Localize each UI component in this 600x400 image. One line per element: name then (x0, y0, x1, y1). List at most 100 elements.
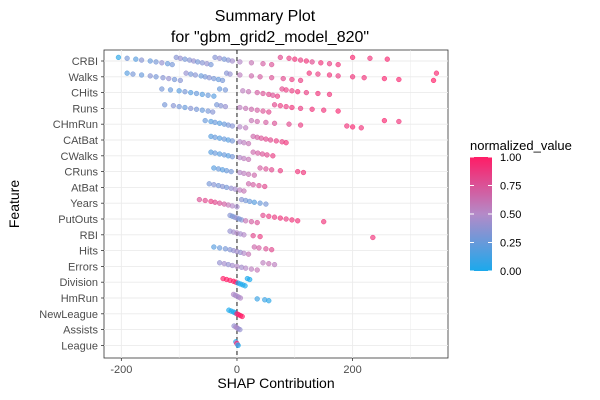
shap-point (196, 196, 203, 203)
shap-point (199, 60, 205, 66)
shap-point (160, 75, 166, 81)
shap-point (286, 55, 292, 61)
shap-point (138, 57, 145, 63)
shap-point (138, 72, 145, 78)
shap-point (269, 61, 275, 68)
shap-point (234, 263, 240, 270)
shap-point (321, 107, 327, 113)
shap-point (177, 55, 183, 61)
shap-point (241, 170, 247, 177)
shap-point (216, 86, 223, 92)
feature-label: Division (59, 277, 98, 289)
shap-point (188, 89, 194, 96)
shap-point (260, 61, 266, 67)
shap-point (234, 204, 240, 210)
shap-point (216, 260, 223, 266)
shap-point (237, 72, 243, 78)
shap-point (250, 149, 256, 155)
shap-point (277, 103, 283, 109)
shap-point (270, 92, 276, 98)
shap-point (266, 298, 272, 304)
shap-point (335, 61, 341, 68)
shap-point (295, 89, 301, 95)
legend-tick-label: 0.50 (500, 209, 521, 221)
shap-point (176, 103, 182, 110)
shap-point (271, 120, 278, 126)
shap-point (257, 200, 263, 206)
shap-point (206, 75, 212, 81)
shap-point (162, 102, 168, 108)
shap-point (237, 326, 243, 333)
shap-point (367, 55, 373, 61)
shap-point (283, 216, 289, 222)
shap-point (254, 107, 260, 113)
shap-point (115, 54, 122, 61)
shap-point (130, 71, 136, 77)
shap-point (433, 70, 440, 76)
shap-point (260, 260, 266, 266)
chart-title-line1: Summary Plot (215, 8, 316, 25)
shap-point (212, 150, 218, 156)
shap-point (193, 106, 200, 112)
feature-label: HmRun (61, 293, 98, 305)
shap-point (381, 117, 388, 124)
shap-point (216, 135, 223, 141)
shap-point (254, 267, 260, 273)
shap-point (218, 103, 224, 109)
shap-point (171, 76, 178, 83)
shap-point (326, 61, 333, 67)
shap-point (166, 75, 172, 82)
shap-point (260, 212, 266, 219)
feature-label: Walks (68, 72, 98, 84)
shap-point (248, 106, 255, 112)
shap-point (267, 137, 274, 143)
shap-point (361, 75, 367, 81)
shap-point (237, 59, 243, 65)
shap-point (124, 55, 130, 61)
shap-point (248, 266, 255, 272)
shap-point (205, 108, 211, 114)
shap-point (289, 76, 295, 83)
shap-point (176, 88, 182, 94)
legend-tick-label: 0.25 (500, 238, 521, 250)
shap-point (212, 199, 218, 205)
shap-point (241, 140, 247, 146)
shap-point (147, 73, 153, 79)
shap-point (222, 246, 229, 252)
shap-point (250, 182, 256, 188)
shap-point (248, 60, 255, 66)
shap-point (229, 262, 236, 269)
shap-point (326, 91, 333, 98)
shap-point (192, 72, 199, 78)
shap-point (258, 135, 264, 141)
shap-point (254, 118, 260, 125)
shap-point (188, 105, 194, 112)
shap-point (248, 117, 255, 124)
shap-point (297, 122, 304, 128)
shap-point (167, 87, 174, 93)
shap-point (297, 105, 304, 112)
shap-point (269, 247, 275, 253)
shap-point (271, 214, 278, 220)
shap-point (251, 172, 257, 178)
shap-point (199, 107, 205, 113)
shap-point (326, 72, 333, 78)
shap-point (257, 165, 263, 171)
shap-point (257, 74, 263, 80)
shap-point (250, 233, 256, 239)
shap-point (229, 138, 236, 144)
shap-point (370, 234, 376, 241)
shap-point (264, 152, 270, 158)
shap-point (243, 218, 249, 224)
shap-point (266, 213, 272, 219)
shap-point (259, 151, 266, 157)
shap-point (271, 261, 278, 268)
shap-point (289, 88, 295, 94)
feature-label: Assists (63, 325, 98, 337)
shap-point (183, 70, 189, 76)
shap-point (309, 106, 315, 112)
shap-point (245, 251, 252, 257)
shap-point (241, 188, 247, 194)
shap-point (271, 102, 278, 108)
shap-point (381, 75, 388, 82)
